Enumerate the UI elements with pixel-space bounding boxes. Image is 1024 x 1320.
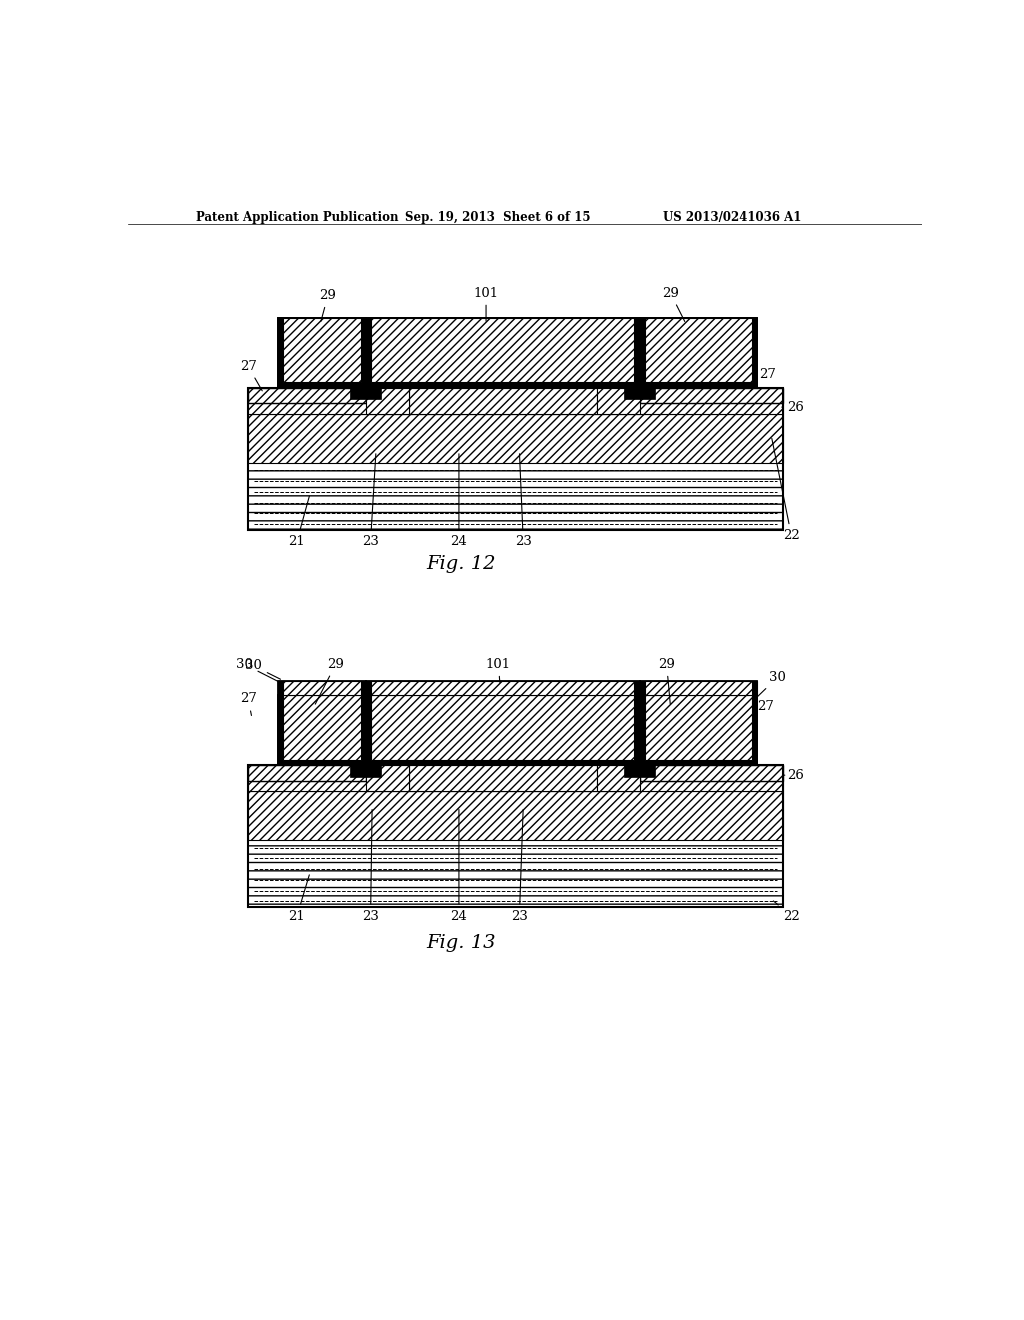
Bar	[640, 766, 783, 780]
Bar	[409, 388, 597, 414]
Bar	[366, 696, 640, 766]
Text: 27: 27	[755, 700, 774, 719]
Bar	[640, 318, 758, 388]
Text: 27: 27	[750, 367, 776, 391]
Bar	[366, 388, 381, 400]
Text: Fig. 13: Fig. 13	[427, 933, 496, 952]
Bar	[278, 696, 366, 766]
Bar	[624, 388, 640, 400]
Bar	[278, 318, 366, 388]
Bar	[640, 696, 645, 766]
Text: 26: 26	[783, 768, 805, 781]
Bar	[640, 766, 655, 776]
Text: 27: 27	[240, 693, 257, 715]
Bar	[278, 318, 366, 388]
Bar	[640, 681, 758, 766]
Text: 23: 23	[362, 454, 379, 548]
Bar	[248, 792, 783, 840]
Bar	[640, 696, 758, 766]
Text: Sep. 19, 2013  Sheet 6 of 15: Sep. 19, 2013 Sheet 6 of 15	[406, 211, 591, 224]
Bar	[597, 388, 640, 414]
Bar	[248, 414, 783, 462]
Bar	[366, 318, 640, 388]
Bar	[645, 681, 752, 696]
Bar	[640, 681, 758, 696]
Text: 29: 29	[319, 289, 337, 321]
Bar	[248, 766, 366, 780]
Bar	[248, 388, 366, 404]
Bar	[248, 404, 783, 414]
Bar	[372, 681, 634, 696]
Text: 21: 21	[289, 496, 309, 548]
Bar	[350, 766, 366, 776]
Bar	[752, 318, 758, 388]
Bar	[283, 681, 360, 696]
Text: 101: 101	[473, 286, 499, 321]
Bar	[366, 681, 640, 766]
Bar	[640, 383, 758, 388]
Bar	[360, 318, 366, 388]
Bar	[278, 681, 366, 766]
Text: US 2013/0241036 A1: US 2013/0241036 A1	[663, 211, 801, 224]
Text: 29: 29	[663, 286, 685, 322]
Text: Fig. 12: Fig. 12	[427, 554, 496, 573]
Text: 22: 22	[773, 902, 800, 923]
Bar	[248, 840, 783, 907]
Bar	[278, 318, 283, 388]
Bar	[278, 760, 366, 766]
Text: 29: 29	[658, 657, 675, 704]
Text: Patent Application Publication: Patent Application Publication	[197, 211, 398, 224]
Bar	[640, 388, 783, 404]
Bar	[283, 318, 360, 383]
Bar	[248, 766, 783, 907]
Bar	[360, 696, 366, 766]
Bar	[640, 318, 645, 388]
Text: 24: 24	[451, 454, 467, 548]
Bar	[366, 318, 640, 388]
Bar	[248, 388, 783, 529]
Text: 29: 29	[315, 657, 344, 704]
Bar	[283, 696, 360, 760]
Bar	[409, 766, 597, 792]
Bar	[640, 318, 758, 388]
Text: 26: 26	[781, 400, 805, 413]
Text: 101: 101	[485, 657, 511, 682]
Bar	[640, 388, 655, 400]
Text: 23: 23	[515, 454, 531, 548]
Bar	[350, 388, 366, 400]
Text: 30: 30	[753, 671, 785, 701]
Bar	[597, 766, 640, 792]
Bar	[366, 388, 409, 414]
Bar	[366, 681, 640, 696]
Bar	[248, 462, 783, 529]
Text: 30: 30	[245, 659, 281, 680]
Bar	[645, 318, 752, 383]
Text: 24: 24	[451, 809, 467, 923]
Bar	[278, 383, 366, 388]
Bar	[278, 696, 283, 766]
Text: 23: 23	[511, 809, 527, 923]
Bar	[634, 318, 640, 388]
Bar	[366, 760, 640, 766]
Text: 22: 22	[772, 438, 800, 543]
Bar	[366, 383, 640, 388]
Bar	[372, 318, 634, 383]
Bar	[366, 318, 372, 388]
Bar	[248, 780, 783, 792]
Text: 21: 21	[289, 875, 309, 923]
Bar	[640, 760, 758, 766]
Text: 30: 30	[236, 657, 283, 684]
Bar	[624, 766, 640, 776]
Bar	[645, 696, 752, 760]
Bar	[634, 696, 640, 766]
Bar	[366, 766, 409, 792]
Text: 27: 27	[240, 360, 262, 391]
Bar	[372, 696, 634, 760]
Bar	[366, 696, 372, 766]
Bar	[752, 696, 758, 766]
Bar	[278, 681, 366, 696]
Bar	[366, 766, 381, 776]
Text: 23: 23	[362, 809, 379, 923]
